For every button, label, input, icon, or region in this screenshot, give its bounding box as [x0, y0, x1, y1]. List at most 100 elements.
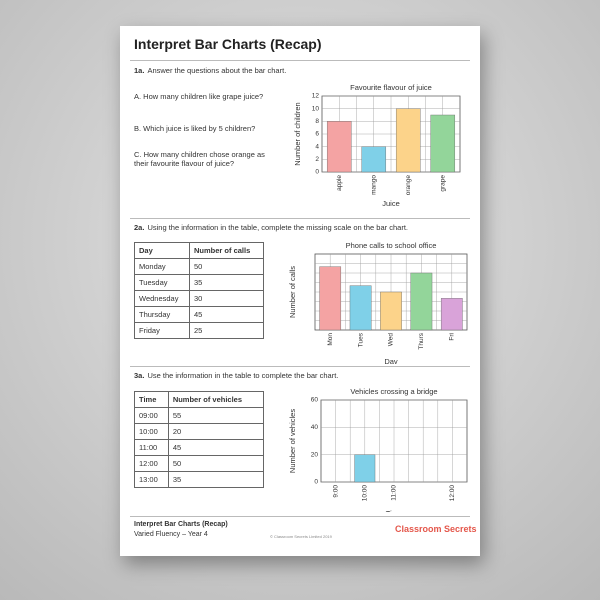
table-row: 10:00 20 [134, 423, 265, 440]
instruction-text: Use the information in the table to comp… [147, 371, 339, 380]
instruction: 2a. Using the information in the table, c… [134, 223, 408, 232]
column-header: Number of vehicles [167, 391, 265, 408]
bar [440, 298, 463, 331]
table-row: Thursday 45 [134, 306, 265, 323]
heading: 2a. [134, 223, 145, 232]
x-tick-label: 10:00 [362, 485, 369, 502]
y-tick-label: 60 [311, 397, 319, 404]
y-tick-label: 2 [315, 156, 319, 163]
table-cell: 13:00 [134, 471, 169, 488]
instruction: 1a. Answer the questions about the bar ch… [134, 66, 286, 75]
table-cell: 45 [188, 306, 265, 323]
x-tick-label: 12:00 [449, 485, 456, 502]
footer-title: Interpret Bar Charts (Recap) [134, 521, 228, 528]
table-cell: 12:00 [134, 455, 169, 472]
question: A. How many children like grape juice? [134, 92, 264, 101]
table-cell: Tuesday [134, 274, 190, 291]
y-tick-label: 10 [312, 105, 320, 112]
table-cell: 20 [167, 423, 265, 440]
bar [349, 285, 372, 331]
table-cell: Monday [134, 258, 190, 275]
table-cell: 10:00 [134, 423, 169, 440]
bar [410, 272, 433, 331]
instruction: 3a. Use the information in the table to c… [134, 371, 338, 380]
instruction-text: Answer the questions about the bar chart… [147, 66, 287, 75]
table-cell: 50 [167, 455, 265, 472]
table-cell: 55 [167, 407, 265, 424]
table-cell: 35 [167, 471, 265, 488]
table-cell: Wednesday [134, 290, 190, 307]
column-header: Number of calls [188, 242, 265, 259]
y-tick-label: 12 [312, 93, 320, 100]
table-header-row: Time Number of vehicles [134, 391, 265, 408]
bar [326, 121, 352, 173]
x-tick-label: Thurs [418, 332, 425, 349]
x-tick-label: orange [405, 175, 412, 196]
instruction-text: Using the information in the table, comp… [147, 223, 408, 232]
x-tick-label: grape [439, 175, 446, 192]
table-row: Wednesday 30 [134, 290, 265, 307]
y-tick-label: 8 [315, 118, 319, 125]
question: B. Which juice is liked by 5 children? [134, 124, 256, 133]
table-cell: 35 [188, 274, 265, 291]
table-cell: Thursday [134, 306, 190, 323]
table-cell: 45 [167, 439, 265, 456]
table-row: 13:00 35 [134, 471, 265, 488]
table-header-row: Day Number of calls [134, 242, 265, 259]
table-cell: 09:00 [134, 407, 169, 424]
y-axis-label: Number of vehicles [288, 409, 297, 473]
y-tick-label: 0 [314, 479, 318, 486]
table-cell: 50 [188, 258, 265, 275]
table-cell: 11:00 [134, 439, 169, 456]
y-tick-label: 40 [311, 424, 319, 431]
table-row: Tuesday 35 [134, 274, 265, 291]
bar [380, 291, 402, 331]
table-row: 12:00 50 [134, 455, 265, 472]
x-tick-label: 9:00 [332, 485, 339, 498]
column-header: Time [134, 391, 169, 408]
bar [430, 114, 456, 173]
table-row: 11:00 45 [134, 439, 265, 456]
divider [130, 516, 470, 517]
x-tick-label: Mon [327, 333, 334, 346]
divider [130, 218, 470, 219]
divider [130, 366, 470, 367]
x-tick-label: Fri [449, 333, 456, 341]
y-axis-label: Number of calls [288, 266, 297, 318]
x-axis-label: Time [386, 509, 402, 512]
x-tick-label: Wed [388, 333, 395, 347]
table-row: Friday 25 [134, 322, 265, 339]
bar [354, 454, 376, 483]
x-axis-label: Day [384, 357, 398, 364]
chart-title: Vehicles crossing a bridge [350, 387, 437, 396]
bar [395, 108, 421, 173]
x-tick-label: 11:00 [391, 485, 398, 501]
chart-title: Phone calls to school office [346, 241, 437, 250]
x-tick-label: Tues [357, 332, 364, 347]
bar-chart: Favourite flavour of juice 0 2 4 6 8 10 12 apple… [293, 83, 461, 208]
bar-chart: Phone calls to school office Mon Tues Wed Th… [288, 241, 468, 364]
y-axis-label: Number of children [293, 102, 302, 165]
table-row: 09:00 55 [134, 407, 265, 424]
worksheet: Interpret Bar Charts (Recap) 1a. Answer t… [120, 26, 480, 556]
x-axis-label: Juice [382, 199, 400, 208]
copyright: © Classroom Secrets Limited 2019 [270, 534, 332, 539]
divider [130, 60, 470, 61]
data-table: Day Number of calls Monday 50 Tuesday 35 Wedne… [134, 242, 265, 339]
column-header: Day [134, 242, 190, 259]
chart-title: Favourite flavour of juice [350, 83, 432, 92]
y-tick-label: 20 [311, 451, 319, 458]
x-tick-label: mango [370, 175, 377, 195]
bar-chart: Vehicles crossing a bridge 0 20 40 60 9:00 10:… [288, 387, 468, 512]
x-tick-label: apple [336, 175, 343, 191]
table-cell: 30 [188, 290, 265, 307]
table-cell: 25 [188, 322, 265, 339]
y-tick-label: 4 [315, 143, 319, 150]
worksheet-title: Interpret Bar Charts (Recap) [134, 36, 322, 52]
bar [319, 266, 342, 331]
y-tick-label: 0 [315, 169, 319, 176]
bar [361, 146, 387, 173]
y-tick-label: 6 [315, 131, 319, 138]
question: C. How many children chose orange as the… [134, 150, 265, 168]
